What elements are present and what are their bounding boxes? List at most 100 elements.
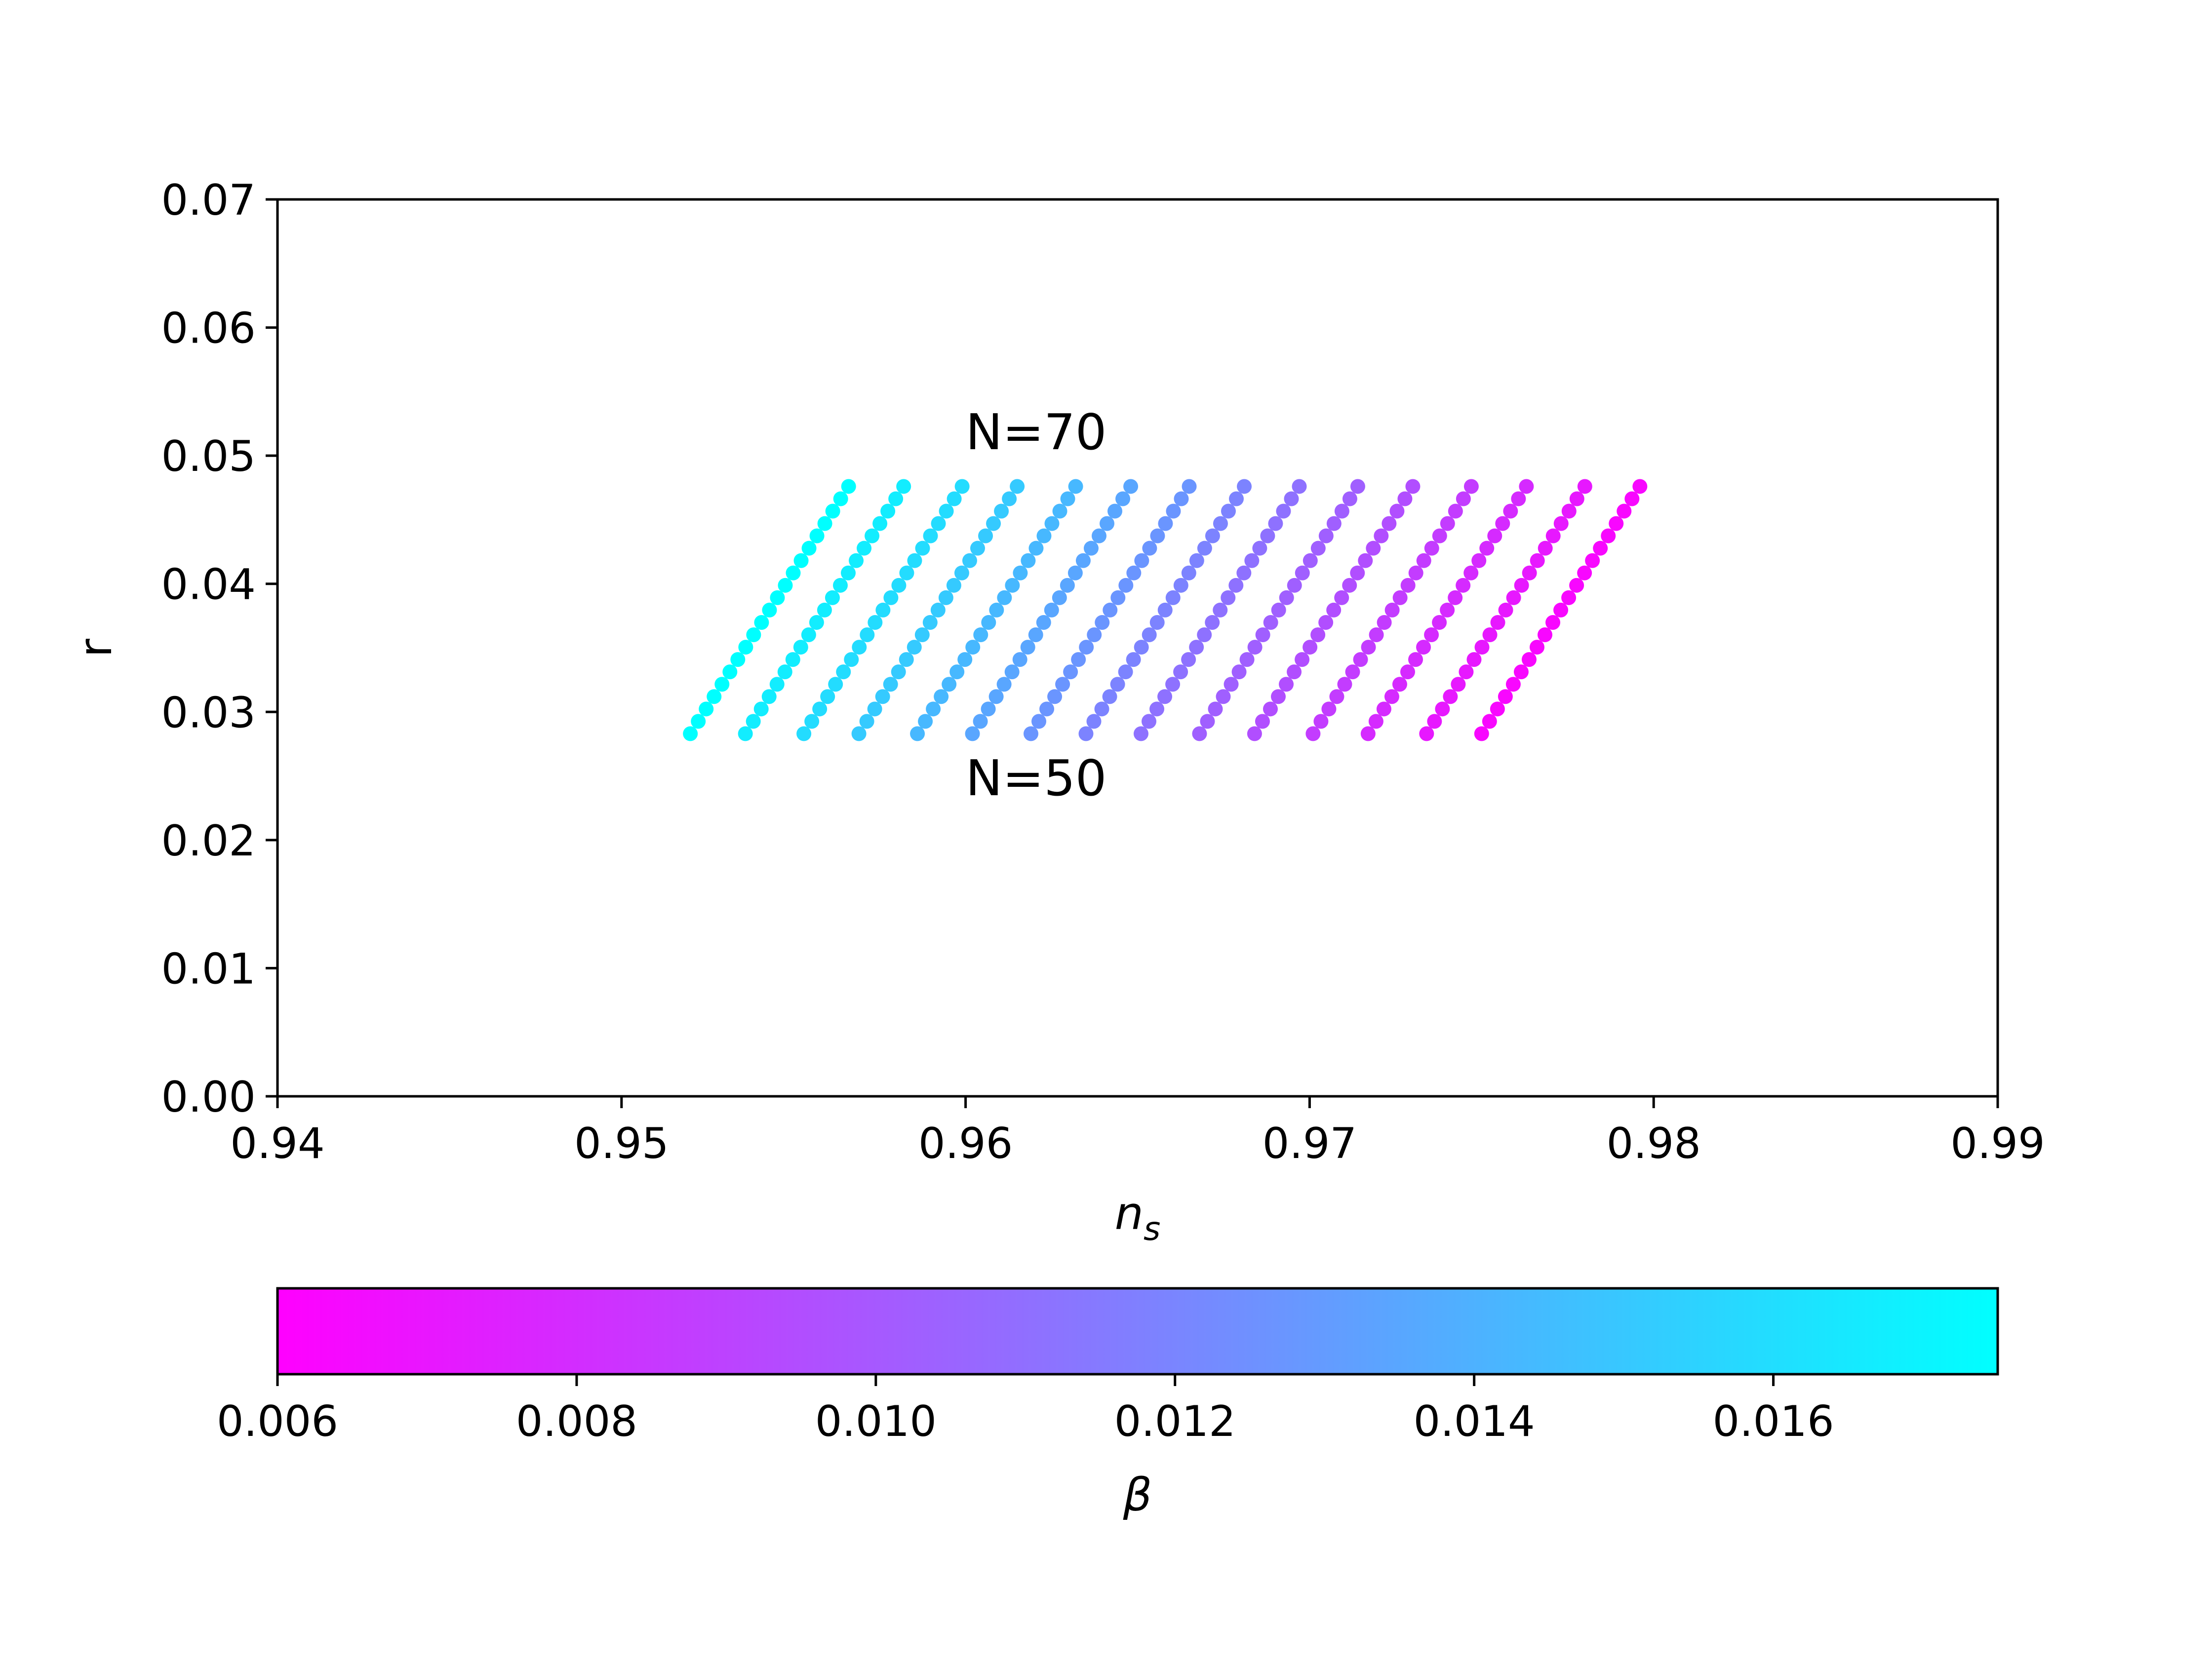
scatter-point (923, 528, 938, 543)
scatter-point (957, 652, 973, 667)
scatter-point (926, 701, 941, 717)
scatter-point (1577, 565, 1592, 580)
scatter-point (1091, 528, 1106, 543)
scatter-point (1384, 602, 1400, 618)
scatter-point (1448, 590, 1463, 605)
scatter-point (738, 640, 753, 655)
scatter-point (1197, 627, 1212, 643)
scatter-point (875, 689, 890, 704)
scatter-point (1239, 652, 1255, 667)
scatter-point (1287, 578, 1302, 593)
scatter-point (1213, 516, 1228, 531)
scatter-point (1118, 664, 1133, 680)
scatter-point (1189, 640, 1204, 655)
scatter-point (1208, 701, 1223, 717)
scatter-point (1023, 726, 1038, 741)
scatter-point (1366, 541, 1381, 556)
scatter-point (809, 615, 824, 630)
scatter-point (1419, 726, 1434, 741)
scatter-point (1102, 689, 1117, 704)
scatter-point (860, 627, 875, 643)
scatter-point (1511, 491, 1526, 506)
scatter-point (1326, 516, 1342, 531)
scatter-point (1036, 528, 1052, 543)
scatter-point (1115, 491, 1131, 506)
scatter-point (1284, 491, 1299, 506)
scatter-point (997, 590, 1012, 605)
scatter-point (1141, 714, 1156, 729)
scatter-point (1174, 491, 1189, 506)
scatter-point (1205, 615, 1220, 630)
scatter-point (1522, 565, 1537, 580)
scatter-point (1103, 602, 1118, 618)
scatter-point (970, 541, 985, 556)
scatter-point (996, 677, 1012, 692)
scatter-point (1490, 615, 1505, 630)
scatter-point (1466, 652, 1482, 667)
colorbar-tick-label: 0.006 (217, 1397, 338, 1446)
scatter-point (851, 726, 867, 741)
scatter-point (812, 701, 828, 717)
scatter-point (1360, 726, 1376, 741)
scatter-point (1405, 479, 1421, 494)
plot-frame (276, 198, 1999, 1098)
scatter-point (1260, 528, 1275, 543)
scatter-point (1086, 714, 1102, 729)
scatter-point (1255, 714, 1270, 729)
scatter-point (761, 689, 777, 704)
scatter-point (1545, 528, 1561, 543)
scatter-point (857, 541, 872, 556)
scatter-point (1326, 602, 1342, 618)
scatter-point (1376, 701, 1391, 717)
scatter-point (844, 652, 859, 667)
scatter-point (896, 479, 911, 494)
scatter-point (1173, 664, 1188, 680)
scatter-point (1263, 615, 1278, 630)
scatter-point (1321, 701, 1337, 717)
scatter-point (1228, 491, 1244, 506)
scatter-point (891, 664, 906, 680)
scatter-point (1087, 627, 1102, 643)
colorbar-ticks: 0.006 0.008 0.010 0.012 0.014 0.016 (217, 1374, 1834, 1446)
colorbar-tick-label: 0.008 (516, 1397, 637, 1446)
scatter-point (865, 528, 880, 543)
annotations: N=70 N=50 (966, 403, 1107, 807)
scatter-point (988, 689, 1004, 704)
x-tick-label: 0.98 (1606, 1119, 1700, 1168)
scatter-point (1028, 627, 1043, 643)
x-tick-label: 0.97 (1263, 1119, 1357, 1168)
scatter-point (914, 627, 930, 643)
scatter-point (1384, 689, 1399, 704)
scatter-point (1182, 479, 1197, 494)
scatter-point (1482, 627, 1498, 643)
scatter-point (1181, 652, 1196, 667)
scatter-point (769, 677, 785, 692)
annotation-label: N=70 (966, 403, 1107, 461)
scatter-point (1342, 578, 1357, 593)
scatter-point (1134, 553, 1149, 568)
scatter-point (1002, 491, 1017, 506)
scatter-point (1010, 479, 1025, 494)
scatter-point (1244, 553, 1260, 568)
scatter-point (1224, 677, 1239, 692)
scatter-point (1110, 590, 1126, 605)
scatter-point (1482, 714, 1497, 729)
scatter-point (1479, 541, 1495, 556)
scatter-point (730, 652, 746, 667)
scatter-point (1440, 602, 1455, 618)
scatter-point (1313, 714, 1329, 729)
scatter-point (1358, 553, 1373, 568)
scatter-point (891, 578, 907, 593)
scatter-point (1601, 528, 1616, 543)
scatter-point (833, 491, 848, 506)
scatter-point (1369, 627, 1384, 643)
scatter-point (1530, 553, 1545, 568)
scatter-point (1310, 627, 1326, 643)
scatter-point (1255, 627, 1270, 643)
scatter-point (1173, 578, 1188, 593)
scatter-point (786, 565, 801, 580)
scatter-point (888, 491, 904, 506)
scatter-point (1095, 615, 1110, 630)
scatter-point (1427, 714, 1442, 729)
scatter-point (947, 491, 962, 506)
